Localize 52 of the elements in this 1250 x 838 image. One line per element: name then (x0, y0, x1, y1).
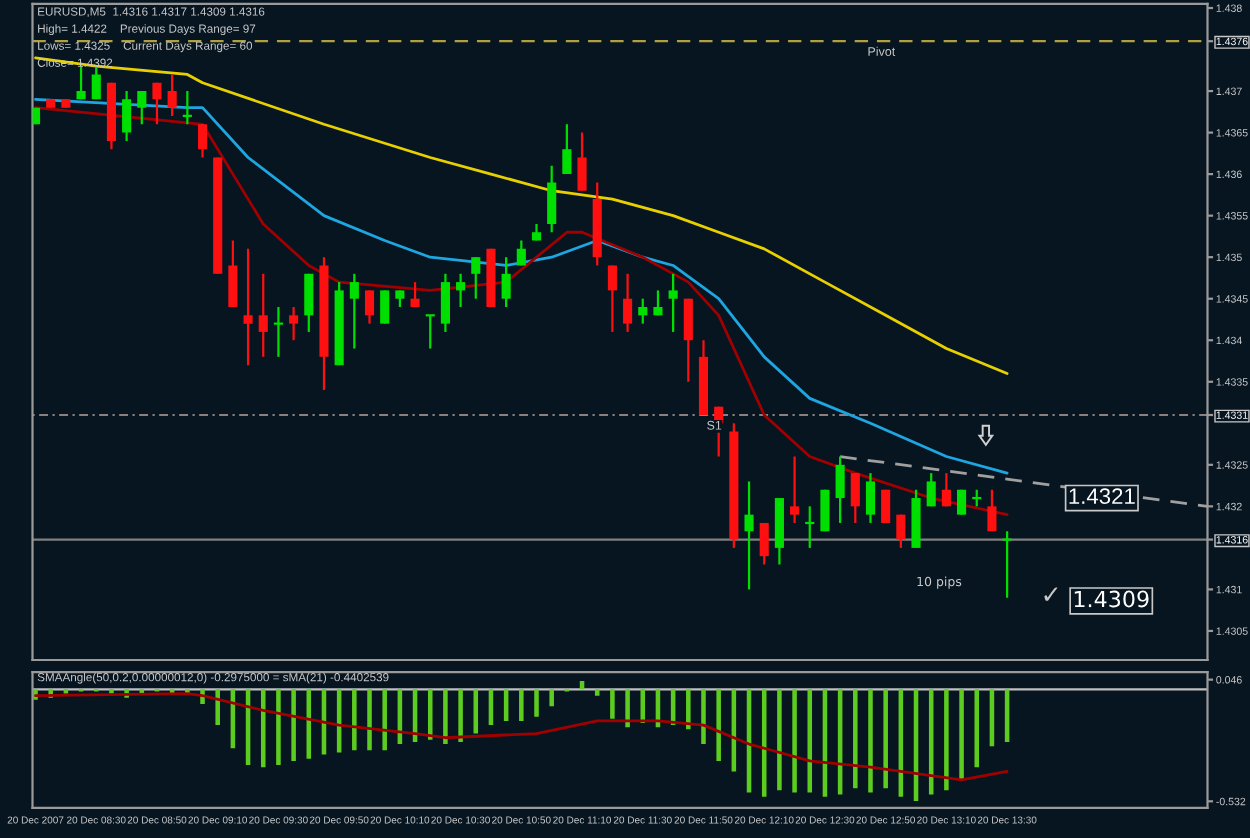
candlestick (562, 123, 572, 176)
candlestick (683, 297, 693, 383)
candlestick (289, 305, 299, 342)
candlestick (181, 89, 194, 126)
candlestick (380, 289, 390, 325)
candlestick (668, 272, 678, 334)
candlestick (941, 472, 951, 508)
candlestick (607, 264, 617, 334)
candlestick (137, 89, 147, 126)
candlestick (547, 164, 557, 234)
candlestick (653, 289, 663, 317)
candlestick (167, 73, 177, 118)
candlestick (577, 131, 587, 192)
candlestick (410, 280, 420, 309)
candlestick (258, 272, 268, 358)
annotation: ✓ (1044, 587, 1058, 601)
candlestick (759, 521, 769, 566)
candlestick (850, 472, 860, 525)
candlestick (91, 65, 101, 101)
candlestick (304, 272, 314, 334)
candlestick (152, 81, 162, 126)
candlestick (471, 256, 481, 300)
annotation: 1.4321 (1069, 488, 1135, 505)
candlestick (272, 305, 285, 358)
annotation: 1.4309 (1074, 590, 1149, 608)
candlestick (957, 488, 967, 516)
candlestick (197, 123, 208, 159)
candlestick (364, 289, 375, 325)
candlestick (243, 247, 253, 367)
candlestick (349, 272, 359, 350)
candlestick (122, 89, 132, 143)
candlestick (440, 272, 450, 334)
candlestick (424, 314, 436, 350)
candlestick (76, 65, 86, 101)
candlestick (516, 239, 526, 267)
candlestick (926, 472, 936, 508)
candlestick (790, 455, 800, 525)
line-series (34, 692, 1009, 782)
candlestick (804, 505, 816, 549)
line-series (34, 56, 1009, 375)
candlestick (623, 272, 633, 334)
candlestick (744, 480, 754, 591)
candlestick (896, 513, 906, 549)
candlestick (1001, 530, 1013, 599)
candlestick (865, 472, 876, 525)
candlestick (456, 272, 466, 309)
candlestick (638, 297, 648, 325)
candlestick (987, 488, 997, 533)
candlestick (228, 239, 238, 309)
candlestick (881, 488, 891, 525)
candlestick (835, 455, 845, 525)
candlestick (501, 256, 511, 309)
